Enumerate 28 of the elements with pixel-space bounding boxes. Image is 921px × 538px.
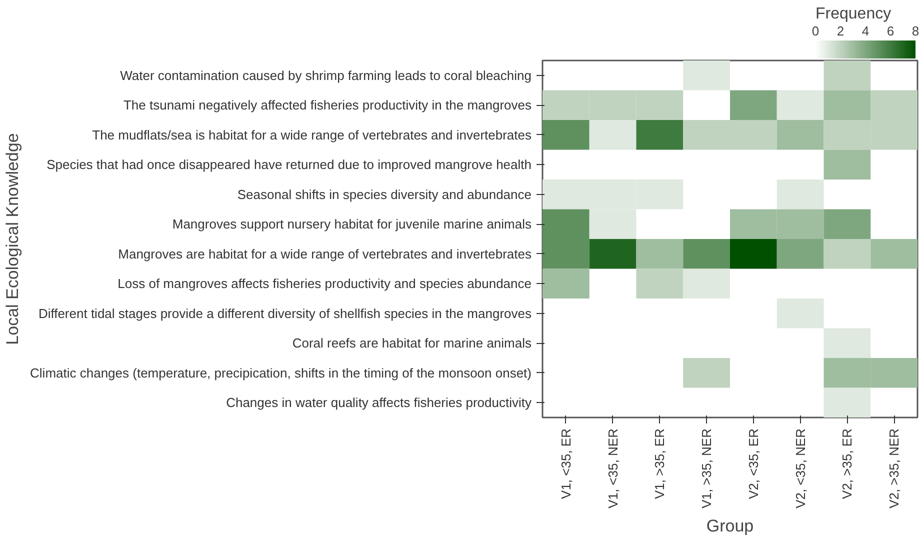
- x-tick-label: V2, <35, NER: [792, 428, 808, 508]
- color-bar-label: 8: [912, 24, 920, 38]
- y-tick-label: Mangroves are habitat for a wide range of vertebrates and invertebrates: [118, 246, 532, 262]
- x-tick-label: V1, <35, ER: [558, 428, 574, 499]
- x-tick-label: V1, >35, NER: [699, 428, 714, 508]
- y-tick-label: Seasonal shifts in species diversity and abundance: [237, 186, 532, 202]
- color-bar-label: 2: [836, 24, 844, 38]
- color-bar-label: 6: [886, 24, 894, 38]
- y-tick-label: Mangroves support nursery habitat for juvenile marine animals: [172, 216, 532, 232]
- y-tick-label: Loss of mangroves affects fisheries productivity and species abundance: [118, 276, 532, 292]
- x-tick-label: V2, >35, NER: [886, 428, 902, 508]
- x-tick-label: V1, <35, NER: [605, 428, 620, 508]
- x-tick-label: V2, >35, ER: [840, 428, 855, 499]
- x-axis-title: Group: [706, 516, 754, 536]
- x-tick-label: V1, >35, ER: [652, 428, 668, 499]
- y-tick-label: Climatic changes (temperature, precipication, shifts in the timing of the monsoon onset): [30, 365, 532, 380]
- y-tick-label: Coral reefs are habitat for marine animals: [292, 336, 532, 351]
- y-axis-title: Local Ecological Knowledge: [3, 133, 22, 345]
- color-bar-label: 0: [812, 24, 820, 38]
- y-tick-label: Water contamination caused by shrimp farming leads to coral bleaching: [120, 68, 532, 83]
- y-tick-label: The mudflats/sea is habitat for a wide range of vertebrates and invertebrates: [92, 127, 532, 142]
- y-tick-label: Different tidal stages provide a different diversity of shellfish species in the mangroves: [38, 306, 532, 321]
- x-tick-label: V2, <35, ER: [746, 428, 761, 499]
- y-tick-label: Species that had once disappeared have returned due to improved mangrove health: [46, 157, 532, 172]
- y-tick-label: The tsunami negatively affected fisheries productivity in the mangroves: [123, 98, 532, 113]
- color-bar-title: Frequency: [816, 6, 892, 22]
- y-tick-label: Changes in water quality affects fisheries productivity: [226, 395, 532, 410]
- color-bar-label: 4: [862, 24, 870, 38]
